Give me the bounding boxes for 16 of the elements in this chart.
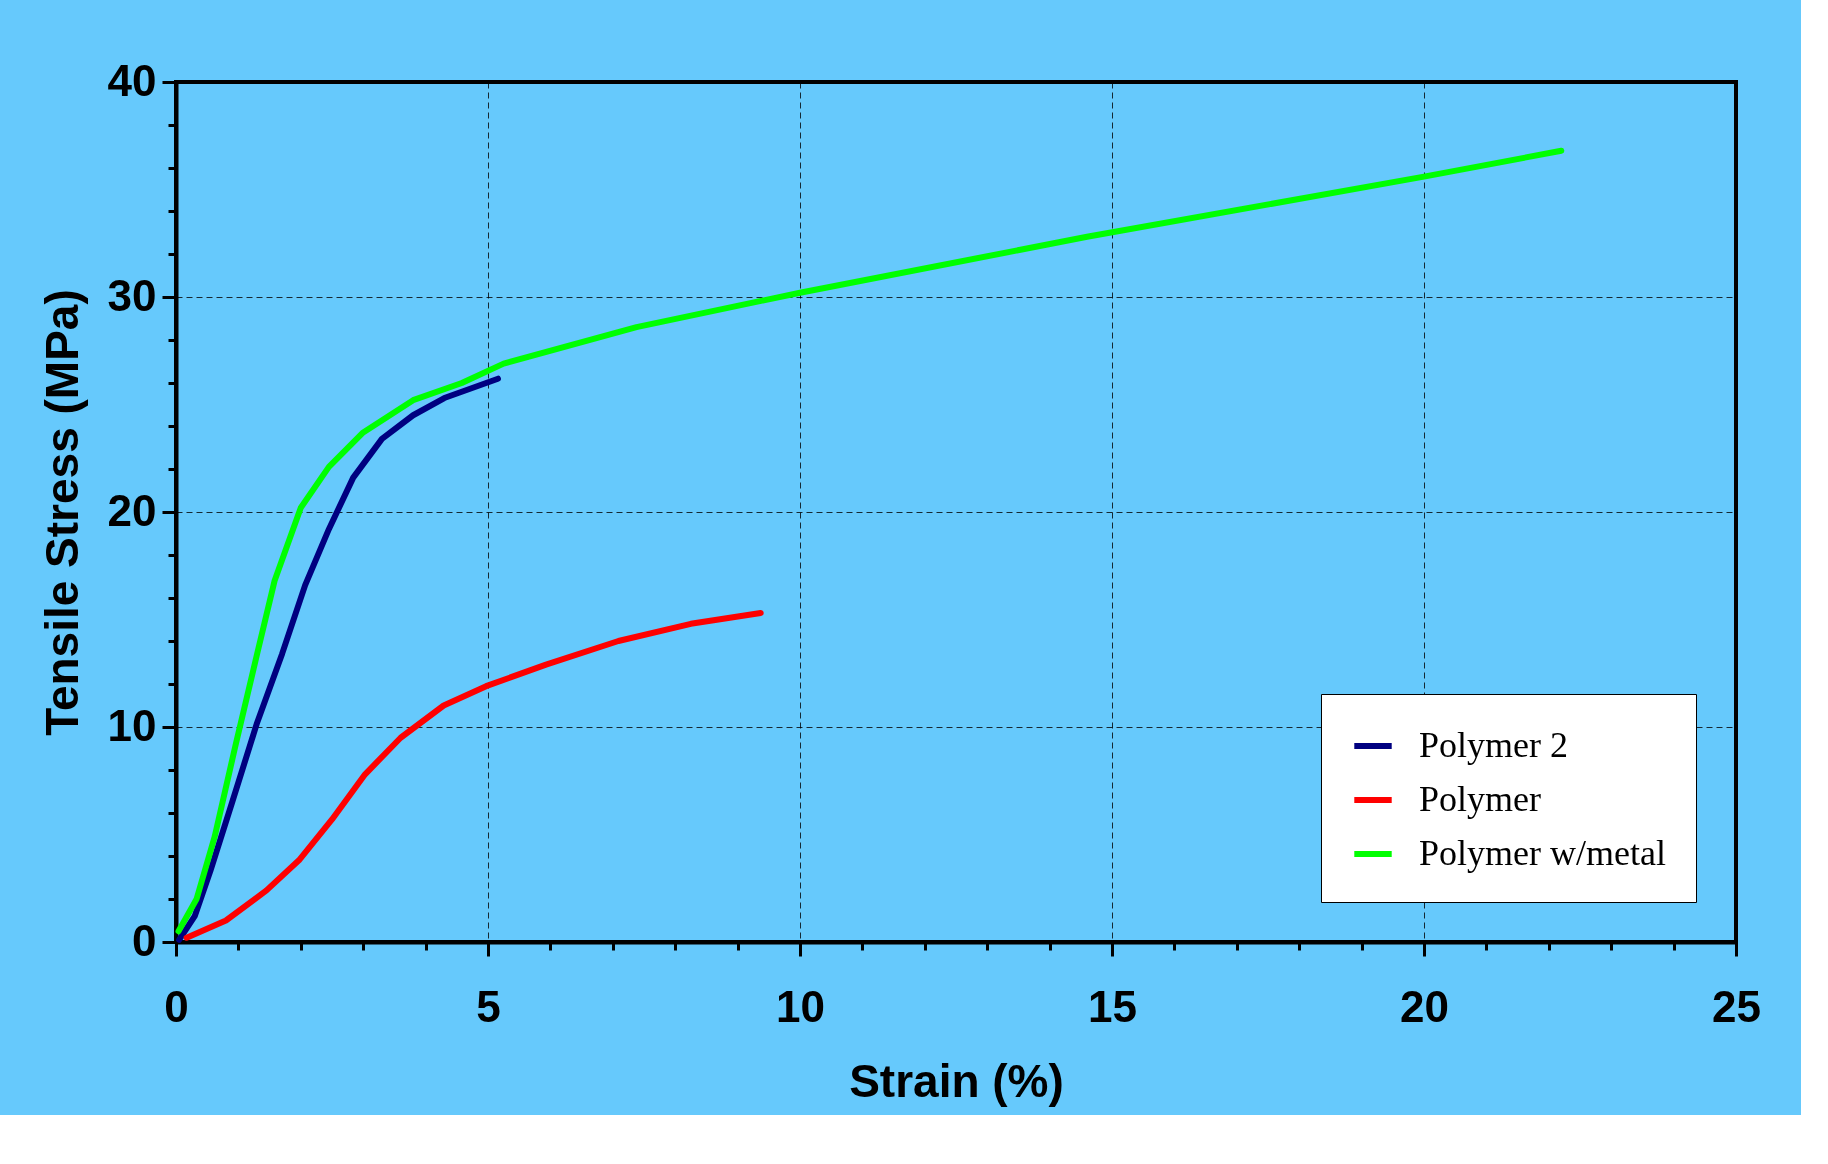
x-tick-label: 10 — [776, 981, 825, 1031]
y-tick-label: 30 — [107, 270, 157, 320]
x-axis-title: Strain (%) — [849, 1054, 1064, 1107]
y-axis-title: Tensile Stress (MPa) — [35, 289, 88, 736]
legend-label: Polymer 2 — [1419, 725, 1568, 765]
legend-label: Polymer — [1419, 779, 1541, 819]
x-tick-label: 0 — [164, 981, 189, 1031]
x-tick-label: 15 — [1088, 981, 1137, 1031]
x-tick-label: 25 — [1712, 981, 1761, 1031]
y-tick-label: 0 — [132, 915, 157, 965]
y-tick-label: 40 — [107, 55, 157, 105]
x-tick-label: 5 — [476, 981, 501, 1031]
legend-label: Polymer w/metal — [1419, 833, 1666, 873]
y-tick-label: 20 — [107, 485, 157, 535]
x-tick-label: 20 — [1400, 981, 1449, 1031]
y-tick-label: 10 — [107, 700, 157, 750]
